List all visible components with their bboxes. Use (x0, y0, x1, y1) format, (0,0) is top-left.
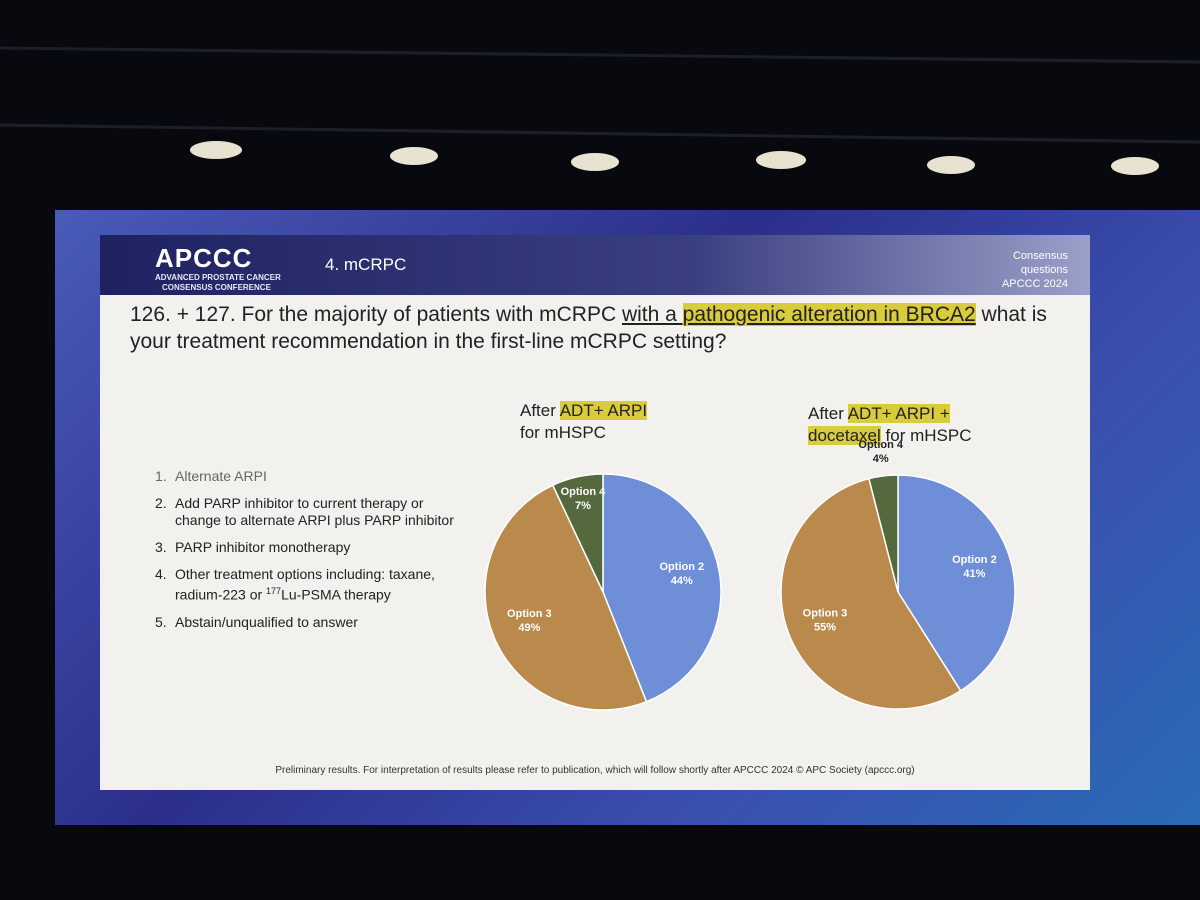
option: 3. PARP inhibitor monotherapy (155, 539, 455, 556)
slice-category: Option 3 (803, 608, 848, 620)
title-text: for mHSPC (885, 426, 972, 445)
option-text-part: Lu-PSMA therapy (281, 586, 391, 603)
option-number: 5. (155, 613, 167, 630)
slice-category: Option 4 (858, 439, 903, 451)
pie-slice (602, 473, 722, 703)
option-number: 3. (155, 539, 167, 555)
pie-slice (551, 473, 604, 593)
question: 126. + 127. For the majority of patients… (130, 301, 1070, 355)
section-title: 4. mCRPC (325, 255, 407, 274)
option: 4. Other treatment options including: tax… (155, 566, 455, 604)
option-text-part: Other treatment options including: taxan… (175, 566, 435, 603)
corner-line: questions (1020, 264, 1068, 276)
title-text: for mHSPC (520, 423, 606, 442)
title-highlight: ADT+ ARPI + (847, 404, 950, 423)
question-highlight: pathogenic alteration in BRCA2 (682, 303, 976, 326)
option-text: Add PARP inhibitor to current therapy or… (175, 495, 454, 528)
option-number: 4. (155, 566, 167, 582)
option: 5. Abstain/unqualified to answer (155, 614, 455, 631)
slice-value-label: 41% (963, 568, 985, 580)
slice-category: Option 3 (507, 608, 552, 620)
option: 1. Alternate ARPI (155, 468, 455, 485)
option-text: Alternate ARPI (175, 468, 267, 484)
option-text: Other treatment options including: taxan… (175, 566, 455, 604)
pie-slice (867, 474, 899, 593)
options-list: 1. Alternate ARPI 2. Add PARP inhibitor to… (155, 468, 455, 641)
slide: APCCC ADVANCED PROSTATE CANCER CONSENSUS… (100, 235, 1090, 790)
slice-value-label: 55% (814, 622, 836, 634)
corner-line: APCCC 2024 (1001, 278, 1068, 290)
option: 2. Add PARP inhibitor to current therapy … (155, 495, 455, 529)
slice-value-label: 44% (671, 575, 693, 587)
question-text: what is your treatment recommendation in… (130, 303, 1047, 353)
option-number: 1. (155, 468, 167, 484)
question-text: with a (621, 303, 683, 326)
title-highlight: ADT+ ARPI (559, 401, 648, 420)
logo-subtitle: ADVANCED PROSTATE CANCER (155, 273, 281, 282)
pie-charts: Option 2 44% Option 3 49% Option 4 7% Option 2… (484, 439, 1016, 711)
title-text: After (808, 404, 844, 423)
superscript: 177 (266, 586, 282, 596)
option-text: Abstain/unqualified to answer (175, 613, 358, 630)
slide-header: APCCC ADVANCED PROSTATE CANCER CONSENSUS… (100, 235, 1090, 295)
slice-value-label: 4% (873, 453, 889, 465)
footer: Preliminary results. For interpretation … (275, 765, 915, 776)
corner-label: Consensus questions APCCC 2024 (1002, 249, 1068, 291)
corner-line: Consensus (1012, 250, 1068, 262)
pie-slice (780, 477, 962, 710)
pie-slice (484, 484, 648, 711)
slice-category: Option 2 (952, 554, 997, 566)
slice-category: Option 4 (561, 486, 606, 498)
question-text: 126. + 127. For the majority of patients… (130, 303, 622, 326)
slice-value-label: 7% (575, 500, 591, 512)
chart-title: After ADT+ ARPI for mHSPC (520, 400, 720, 444)
chart-title: After ADT+ ARPI + docetaxel for mHSPC (808, 403, 1028, 447)
logo-subtitle: CONSENSUS CONFERENCE (162, 283, 271, 292)
option-number: 2. (155, 495, 167, 511)
title-highlight: docetaxel (808, 426, 881, 445)
title-text: After (520, 401, 556, 420)
option-text: PARP inhibitor monotherapy (175, 539, 351, 555)
slice-category: Option 2 (660, 561, 705, 573)
logo-text: APCCC (155, 243, 253, 273)
slice-value-label: 49% (518, 622, 540, 634)
